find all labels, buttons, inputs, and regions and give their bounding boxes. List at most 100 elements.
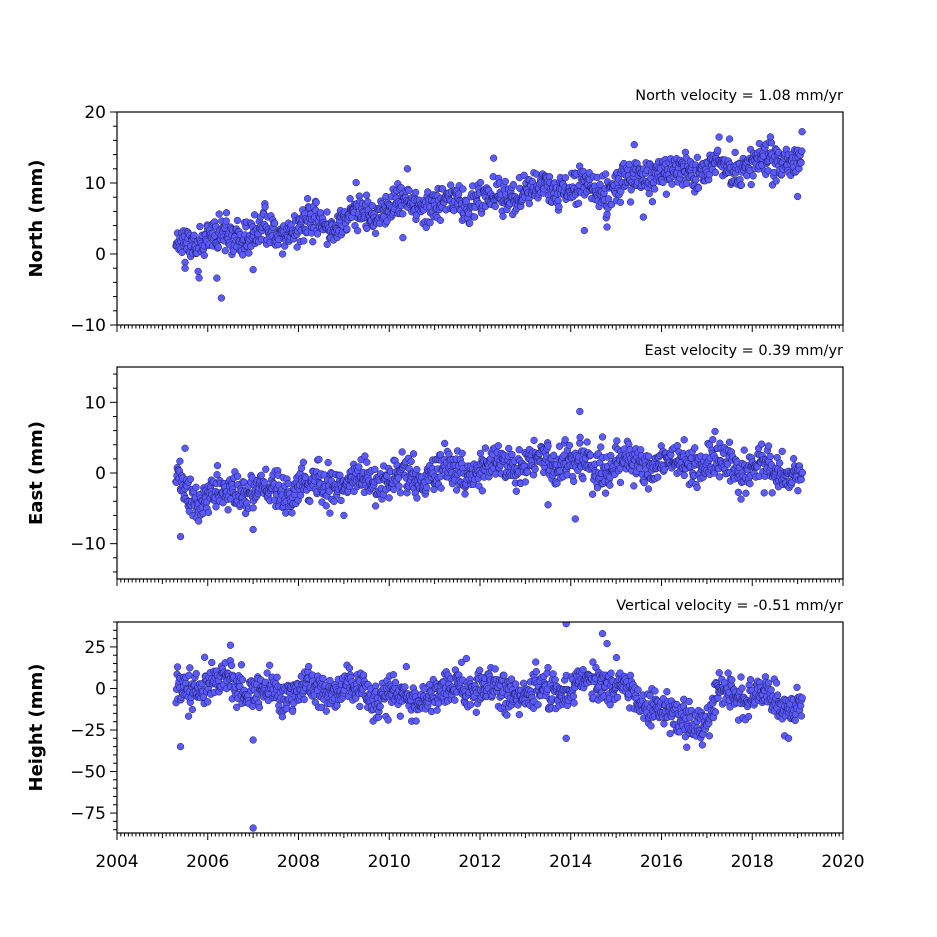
data-point <box>476 449 485 458</box>
outlier-point <box>725 135 734 143</box>
y-tick-label: 10 <box>84 393 106 413</box>
data-point <box>798 694 806 702</box>
data-point <box>574 199 583 207</box>
data-point <box>725 438 734 446</box>
outlier-point <box>399 234 407 242</box>
outlier-point <box>562 622 570 628</box>
data-point <box>413 465 421 474</box>
y-tick-label: 0 <box>95 245 106 265</box>
outlier-point <box>784 734 793 742</box>
data-point <box>740 446 748 454</box>
data-point <box>711 427 719 436</box>
data-point <box>343 225 351 233</box>
data-point <box>797 476 805 484</box>
data-point <box>586 451 595 459</box>
outlier-point <box>303 194 312 203</box>
data-point <box>322 502 330 510</box>
data-point <box>356 702 364 711</box>
data-point <box>737 181 746 189</box>
data-point <box>363 458 371 466</box>
data-point <box>764 442 773 450</box>
outlier-point <box>249 265 257 274</box>
panel-title: North velocity = 1.08 mm/yr <box>635 88 843 104</box>
data-point <box>767 686 775 694</box>
data-point <box>768 489 776 497</box>
y-tick-label: 25 <box>84 638 106 658</box>
data-point <box>589 658 597 666</box>
data-point <box>738 684 746 692</box>
data-point <box>376 702 384 711</box>
outlier-point <box>639 213 647 221</box>
plot-frame <box>116 621 844 834</box>
data-point <box>459 185 467 193</box>
data-point <box>561 436 569 444</box>
data-point <box>714 146 722 154</box>
panel-1: −10 0 10 20 North velocity = 1.08 mm/yr North… <box>26 88 844 336</box>
data-point <box>395 482 403 490</box>
data-point <box>299 458 308 466</box>
data-point <box>304 662 313 671</box>
data-point <box>509 180 517 189</box>
data-point <box>503 711 511 719</box>
data-point <box>693 483 701 492</box>
data-point <box>764 679 773 687</box>
data-point <box>494 442 502 450</box>
y-axis-label: Height (mm) <box>26 664 47 792</box>
outlier-point <box>226 641 235 649</box>
outlier-point <box>603 639 611 648</box>
data-point <box>728 676 736 684</box>
data-point <box>312 198 320 207</box>
data-point <box>512 487 520 495</box>
data-point <box>263 669 271 677</box>
data-point <box>436 216 445 225</box>
data-point <box>173 663 182 671</box>
data-point <box>288 707 297 715</box>
outlier-point <box>176 742 185 751</box>
data-point <box>271 219 279 227</box>
data-point <box>715 133 723 141</box>
data-point <box>746 480 754 488</box>
data-point <box>355 463 363 471</box>
data-point <box>195 274 203 282</box>
outlier-point <box>598 629 607 638</box>
data-point <box>371 502 380 510</box>
data-point <box>734 488 742 496</box>
data-point <box>617 187 625 196</box>
panel-3: −75 −50 −25 0 25 2004 2006 2008 2010 2012 2014 2016… <box>26 598 865 872</box>
data-point <box>645 452 653 461</box>
data-point <box>323 240 331 249</box>
data-point <box>532 658 540 666</box>
data-point <box>458 449 466 458</box>
data-point <box>200 653 209 661</box>
data-point <box>273 673 281 681</box>
data-point <box>685 697 693 706</box>
data-point <box>597 443 605 451</box>
data-point <box>326 509 334 517</box>
data-point <box>663 688 671 696</box>
data-point <box>606 701 614 709</box>
data-point <box>409 450 418 458</box>
data-point <box>776 459 784 467</box>
outlier-point <box>598 433 607 441</box>
data-point <box>233 472 242 480</box>
y-tick-label: −50 <box>70 763 106 783</box>
y-tick-label: −10 <box>70 316 106 336</box>
data-point <box>402 662 410 671</box>
data-point <box>630 482 638 490</box>
data-point <box>401 683 409 691</box>
data-point <box>666 730 674 738</box>
data-point <box>194 267 202 276</box>
data-point <box>790 454 798 463</box>
data-point <box>278 250 287 258</box>
data-point <box>233 216 242 225</box>
x-tick-label: 2020 <box>821 852 864 872</box>
outlier-point <box>698 741 706 749</box>
outlier-point <box>217 294 226 302</box>
data-point <box>359 671 368 679</box>
y-tick-label: −75 <box>70 804 106 824</box>
data-point <box>222 209 231 217</box>
data-points <box>172 128 806 302</box>
data-point <box>501 177 510 186</box>
x-tick-label: 2018 <box>731 852 774 872</box>
